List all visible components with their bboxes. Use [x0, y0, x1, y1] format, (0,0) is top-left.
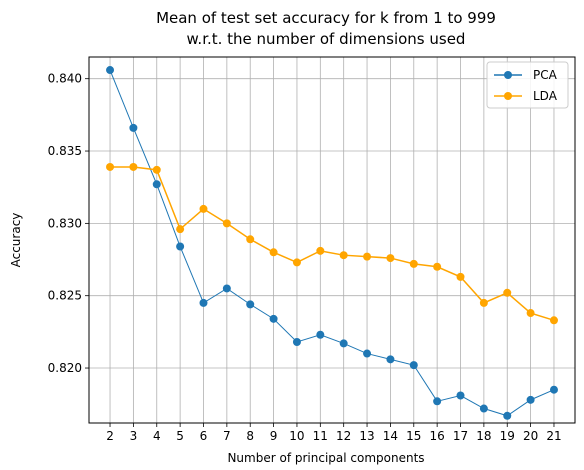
data-point-lda — [433, 262, 442, 271]
data-point-lda — [479, 298, 488, 307]
data-point-pca — [246, 300, 255, 309]
data-point-pca — [479, 404, 488, 413]
x-tick-label: 21 — [546, 429, 561, 443]
x-tick-label: 5 — [176, 429, 184, 443]
data-point-pca — [269, 314, 278, 323]
data-point-lda — [503, 288, 512, 297]
data-point-lda — [316, 246, 325, 255]
legend-pca-label: PCA — [533, 68, 558, 82]
data-point-pca — [409, 361, 418, 370]
data-point-lda — [549, 316, 558, 325]
x-tick-label: 20 — [523, 429, 538, 443]
data-point-lda — [269, 248, 278, 257]
grid — [89, 57, 575, 423]
x-tick-label: 19 — [500, 429, 515, 443]
x-tick-label: 17 — [453, 429, 468, 443]
data-point-pca — [363, 349, 372, 358]
x-tick-label: 18 — [476, 429, 491, 443]
data-point-lda — [386, 254, 395, 263]
x-tick-label: 4 — [153, 429, 161, 443]
data-point-pca — [526, 395, 535, 404]
data-point-pca — [199, 298, 208, 307]
data-point-pca — [106, 66, 115, 75]
x-tick-label: 3 — [130, 429, 138, 443]
data-point-pca — [152, 180, 161, 189]
data-point-pca — [549, 385, 558, 394]
x-tick-label: 11 — [313, 429, 328, 443]
data-point-pca — [222, 284, 231, 293]
data-point-lda — [152, 165, 161, 174]
x-axis-label: Number of principal components — [227, 451, 424, 465]
series-line-lda — [110, 166, 555, 322]
data-point-pca — [386, 355, 395, 364]
x-tick-label: 6 — [200, 429, 208, 443]
x-tick-label: 15 — [406, 429, 421, 443]
y-tick-label: 0.840 — [48, 72, 82, 86]
x-tick-label: 13 — [359, 429, 374, 443]
data-point-pca — [292, 337, 301, 346]
data-point-pca — [339, 339, 348, 348]
series-line-pca — [109, 69, 555, 417]
data-point-lda — [106, 162, 115, 171]
chart-title-line-2: w.r.t. the number of dimensions used — [187, 30, 466, 48]
chart-title-line-1: Mean of test set accuracy for k from 1 t… — [156, 9, 496, 27]
data-point-pca — [456, 391, 465, 400]
x-tick-label: 10 — [289, 429, 304, 443]
x-tick-label: 12 — [336, 429, 351, 443]
plot-frame — [88, 56, 576, 424]
x-tick-label: 14 — [383, 429, 398, 443]
ticks: 2 3 4 5 6 7 8 9 10 11 12 13 14 15 16 17 18 19 20 21 0.820 0.8… — [48, 72, 562, 443]
y-tick-label: 0.830 — [48, 216, 82, 230]
data-point-lda — [339, 251, 348, 260]
data-point-pca — [129, 123, 138, 132]
y-axis-label: Accuracy — [9, 213, 23, 268]
y-tick-label: 0.835 — [48, 144, 82, 158]
legend: PCA LDA — [486, 61, 569, 109]
data-point-lda — [409, 259, 418, 268]
legend-lda-label: LDA — [533, 89, 558, 103]
data-point-lda — [246, 235, 255, 244]
x-tick-label: 7 — [223, 429, 231, 443]
x-tick-label: 16 — [430, 429, 445, 443]
x-tick-label: 8 — [246, 429, 254, 443]
series-layer — [106, 66, 558, 420]
data-point-pca — [503, 411, 512, 420]
data-point-lda — [363, 252, 372, 261]
x-tick-label: 2 — [106, 429, 114, 443]
y-tick-label: 0.825 — [48, 289, 82, 303]
data-point-lda — [176, 225, 185, 234]
data-point-lda — [199, 204, 208, 213]
data-point-lda — [292, 258, 301, 267]
data-point-lda — [129, 162, 138, 171]
data-point-lda — [456, 272, 465, 281]
legend-lda-marker — [504, 92, 512, 100]
data-point-pca — [316, 330, 325, 339]
data-point-lda — [222, 219, 231, 228]
data-point-pca — [176, 242, 185, 251]
data-point-lda — [526, 309, 535, 318]
data-point-pca — [433, 397, 442, 406]
y-tick-label: 0.820 — [48, 361, 82, 375]
legend-pca-marker — [504, 71, 512, 79]
x-tick-label: 9 — [270, 429, 278, 443]
